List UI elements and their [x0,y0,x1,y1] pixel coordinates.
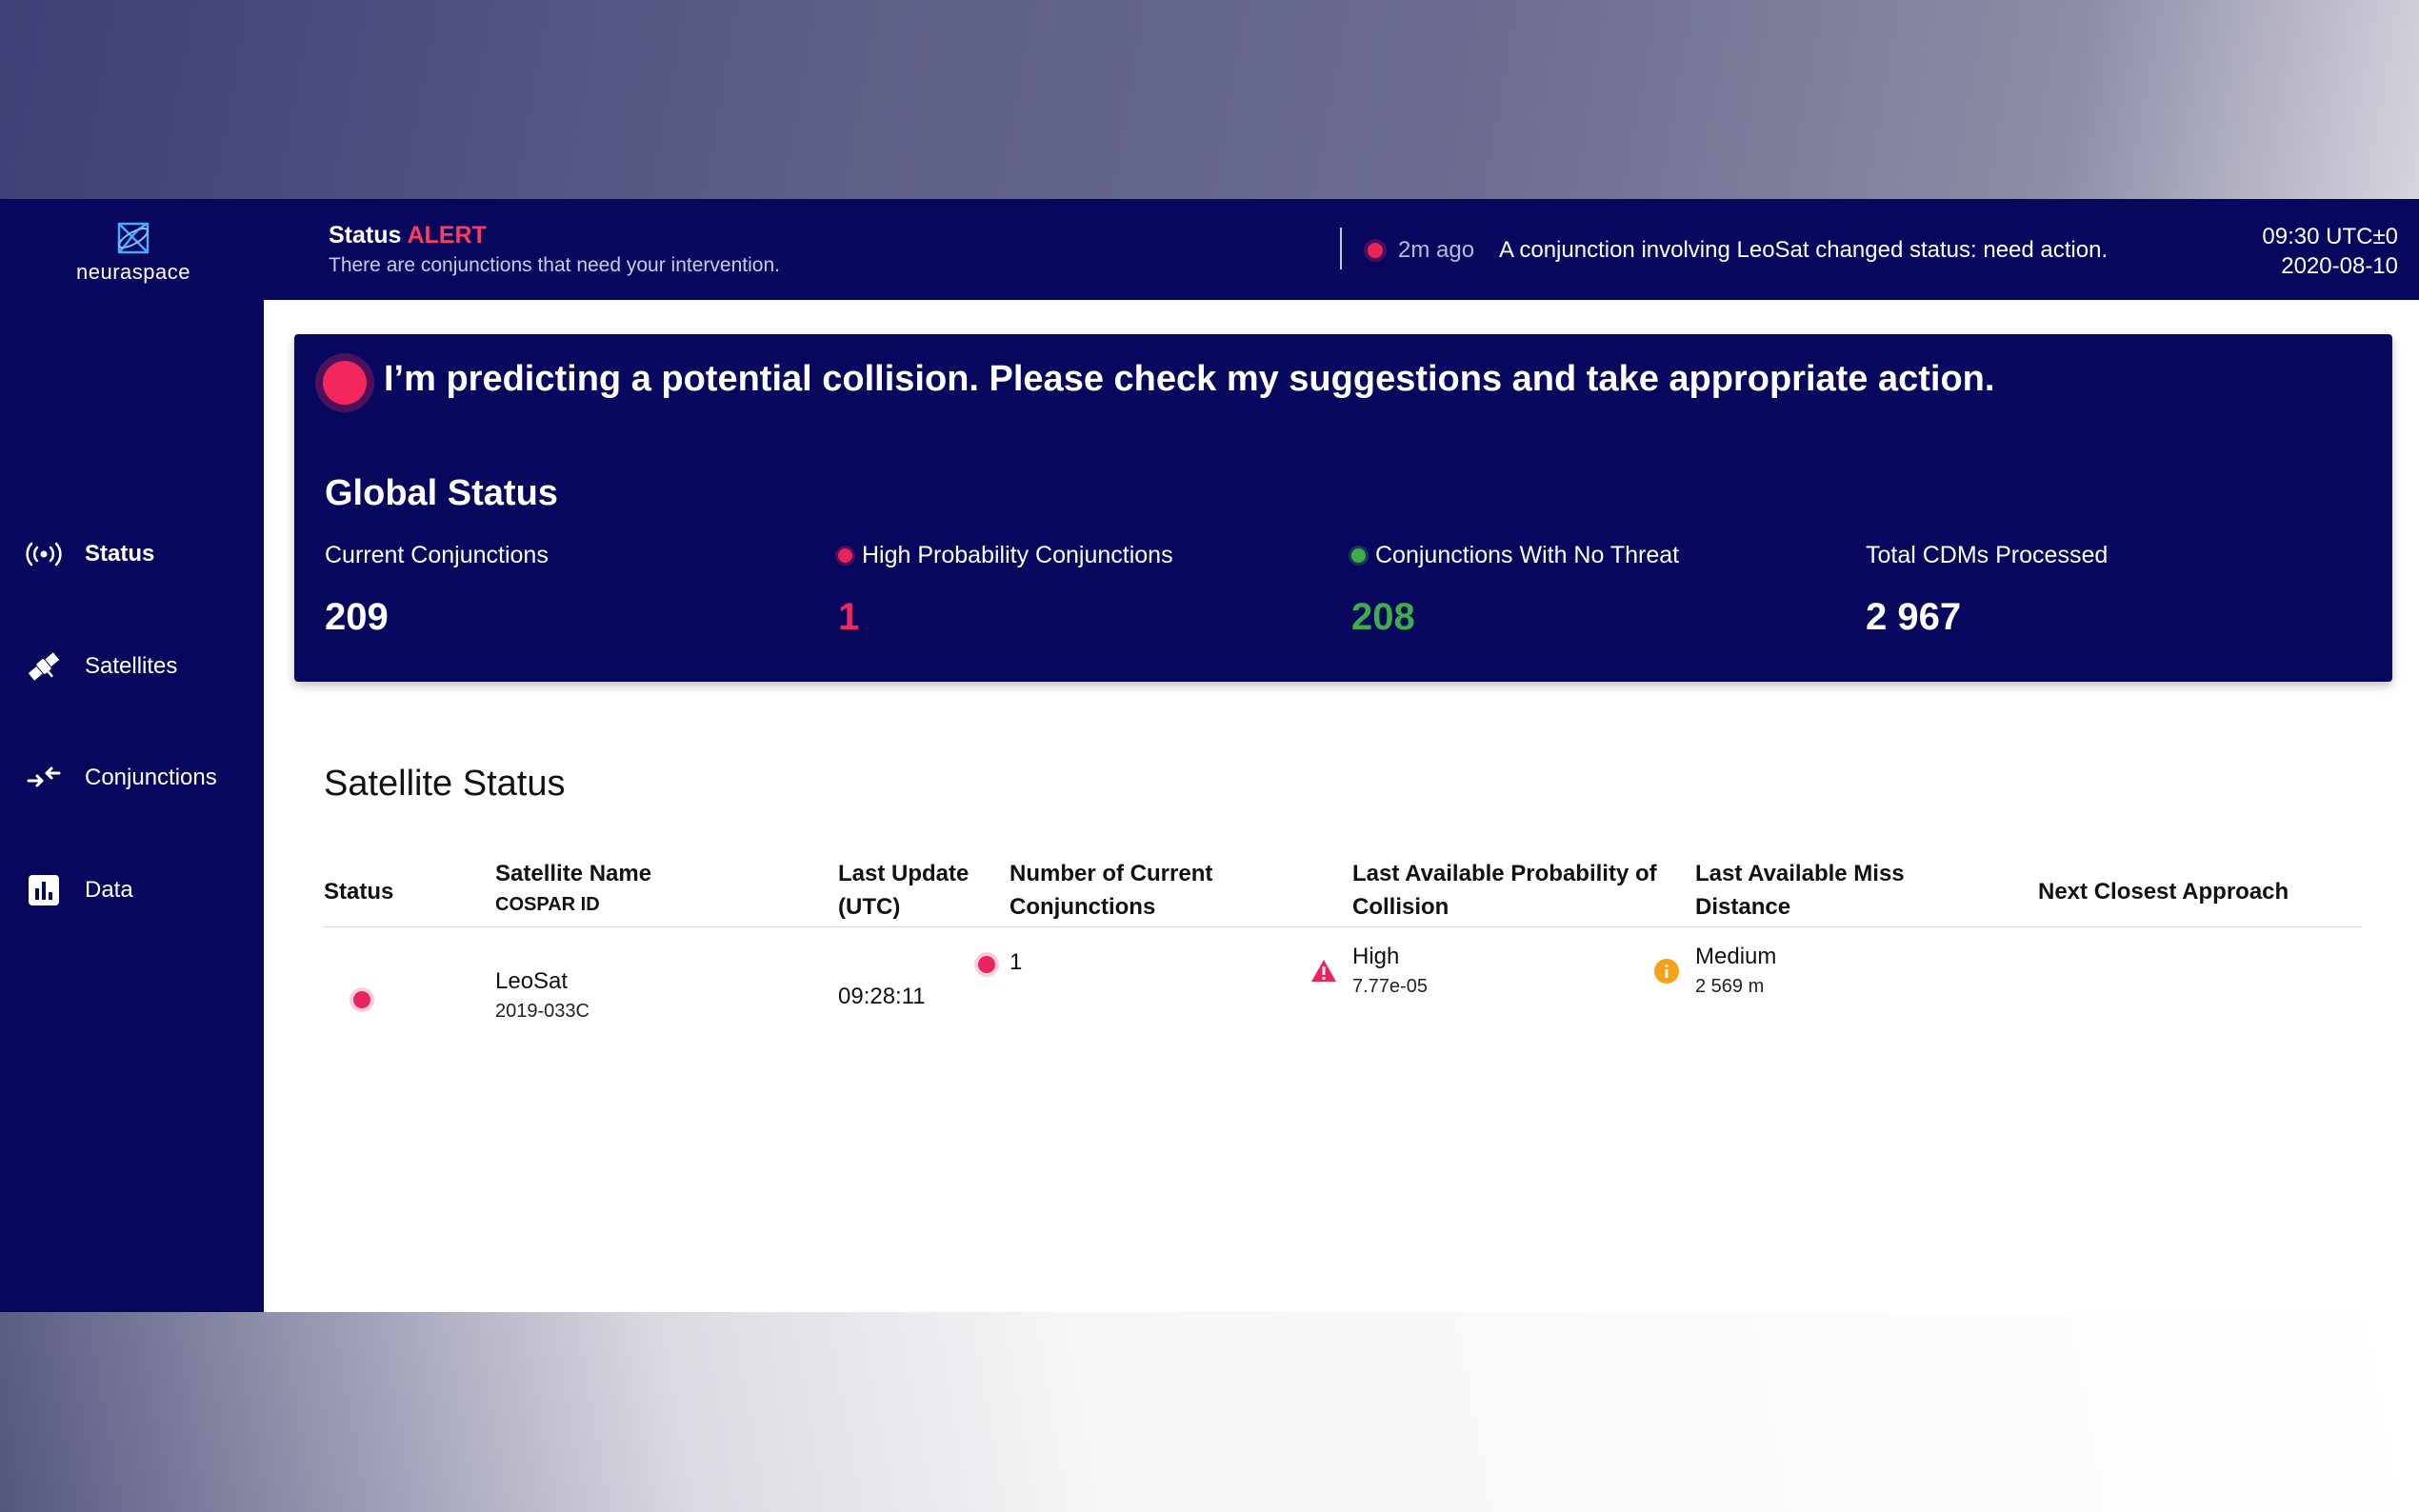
background-bottom [0,1312,2419,1512]
stat-value: 209 [325,596,389,638]
conjunction-arrows-icon [25,759,63,797]
satellite-status-title: Satellite Status [324,764,566,804]
notification-message[interactable]: A conjunction involving LeoSat changed s… [1499,237,2109,263]
col-miss-distance: Last Available Miss Distance [1695,861,1905,920]
col-next-approach: Next Closest Approach [2038,879,2289,905]
neuraspace-logo-icon [117,222,150,254]
stat-value: 208 [1351,596,1415,638]
stat-value: 1 [838,596,860,638]
alert-banner-message: I’m predicting a potential collision. Pl… [384,359,1995,399]
stat-label: Total CDMs Processed [1866,542,2109,568]
col-status: Status [324,879,394,905]
stat-total-cdms[interactable]: Total CDMs Processed 2 967 [1866,542,2108,639]
bar-chart-icon [25,871,63,909]
red-status-dot [838,548,852,563]
warning-triangle-icon [1311,960,1336,982]
stat-current-conjunctions[interactable]: Current Conjunctions 209 [325,542,549,639]
sidebar: Status Satellites [0,300,264,1312]
last-update-cell: 09:28:11 [838,984,926,1009]
conjunction-count: 1 [1010,949,1023,975]
sidebar-item-label: Conjunctions [85,765,217,790]
sidebar-item-status[interactable]: Status [25,535,154,573]
row-status-dot [353,991,370,1008]
notification-alert-dot [1368,243,1383,258]
stat-no-threat[interactable]: Conjunctions With No Threat 208 [1351,542,1679,639]
broadcast-icon [25,535,63,573]
notification-time: 2m ago [1398,237,1475,263]
stat-high-probability[interactable]: High Probability Conjunctions 1 [838,542,1173,639]
clock-time: 09:30 UTC±0 [2262,224,2398,249]
col-last-update: Last Update (UTC) [838,861,970,920]
satellite-icon [25,647,63,686]
stat-label: Current Conjunctions [325,542,549,568]
app-window: neuraspace Status ALERT There are conjun… [0,199,2419,1312]
col-satellite-name: Satellite Name COSPAR ID [495,861,652,915]
conjunction-level-dot [978,956,995,973]
table-header-divider [324,926,2362,927]
sidebar-item-conjunctions[interactable]: Conjunctions [25,759,217,797]
background-top [0,0,2419,199]
sidebar-item-satellites[interactable]: Satellites [25,647,177,686]
col-current-conjunctions: Number of Current Conjunctions [1010,861,1213,920]
header-status-title: Status ALERT [329,222,487,249]
sidebar-item-label: Satellites [85,653,178,679]
green-status-dot [1351,548,1366,563]
satellite-name-cell: LeoSat 2019-033C [495,968,590,1022]
collision-alert-dot [323,361,367,405]
sidebar-item-label: Data [85,877,133,903]
sidebar-item-label: Status [85,541,155,567]
header-divider [1340,228,1342,269]
status-label: Status [329,222,402,249]
status-level-badge: ALERT [407,222,487,249]
miss-distance-cell: Medium 2 569 m [1695,944,1777,997]
stat-value: 2 967 [1866,596,1962,638]
col-probability: Last Available Probability of Collision [1352,861,1657,920]
logo[interactable]: neuraspace [67,220,200,285]
header-clock: 09:30 UTC±0 2020-08-10 [2262,222,2398,281]
stat-label: High Probability Conjunctions [838,542,1173,569]
clock-date: 2020-08-10 [2281,253,2398,280]
info-circle-icon [1654,959,1679,984]
probability-cell: High 7.77e-05 [1352,944,1428,997]
stat-label: Conjunctions With No Threat [1351,542,1679,569]
global-status-panel: I’m predicting a potential collision. Pl… [294,334,2392,682]
header-status-message: There are conjunctions that need your in… [329,254,780,276]
global-status-title: Global Status [325,473,558,513]
sidebar-item-data[interactable]: Data [25,871,133,909]
top-header: neuraspace Status ALERT There are conjun… [0,199,2419,300]
logo-text: neuraspace [76,260,190,284]
